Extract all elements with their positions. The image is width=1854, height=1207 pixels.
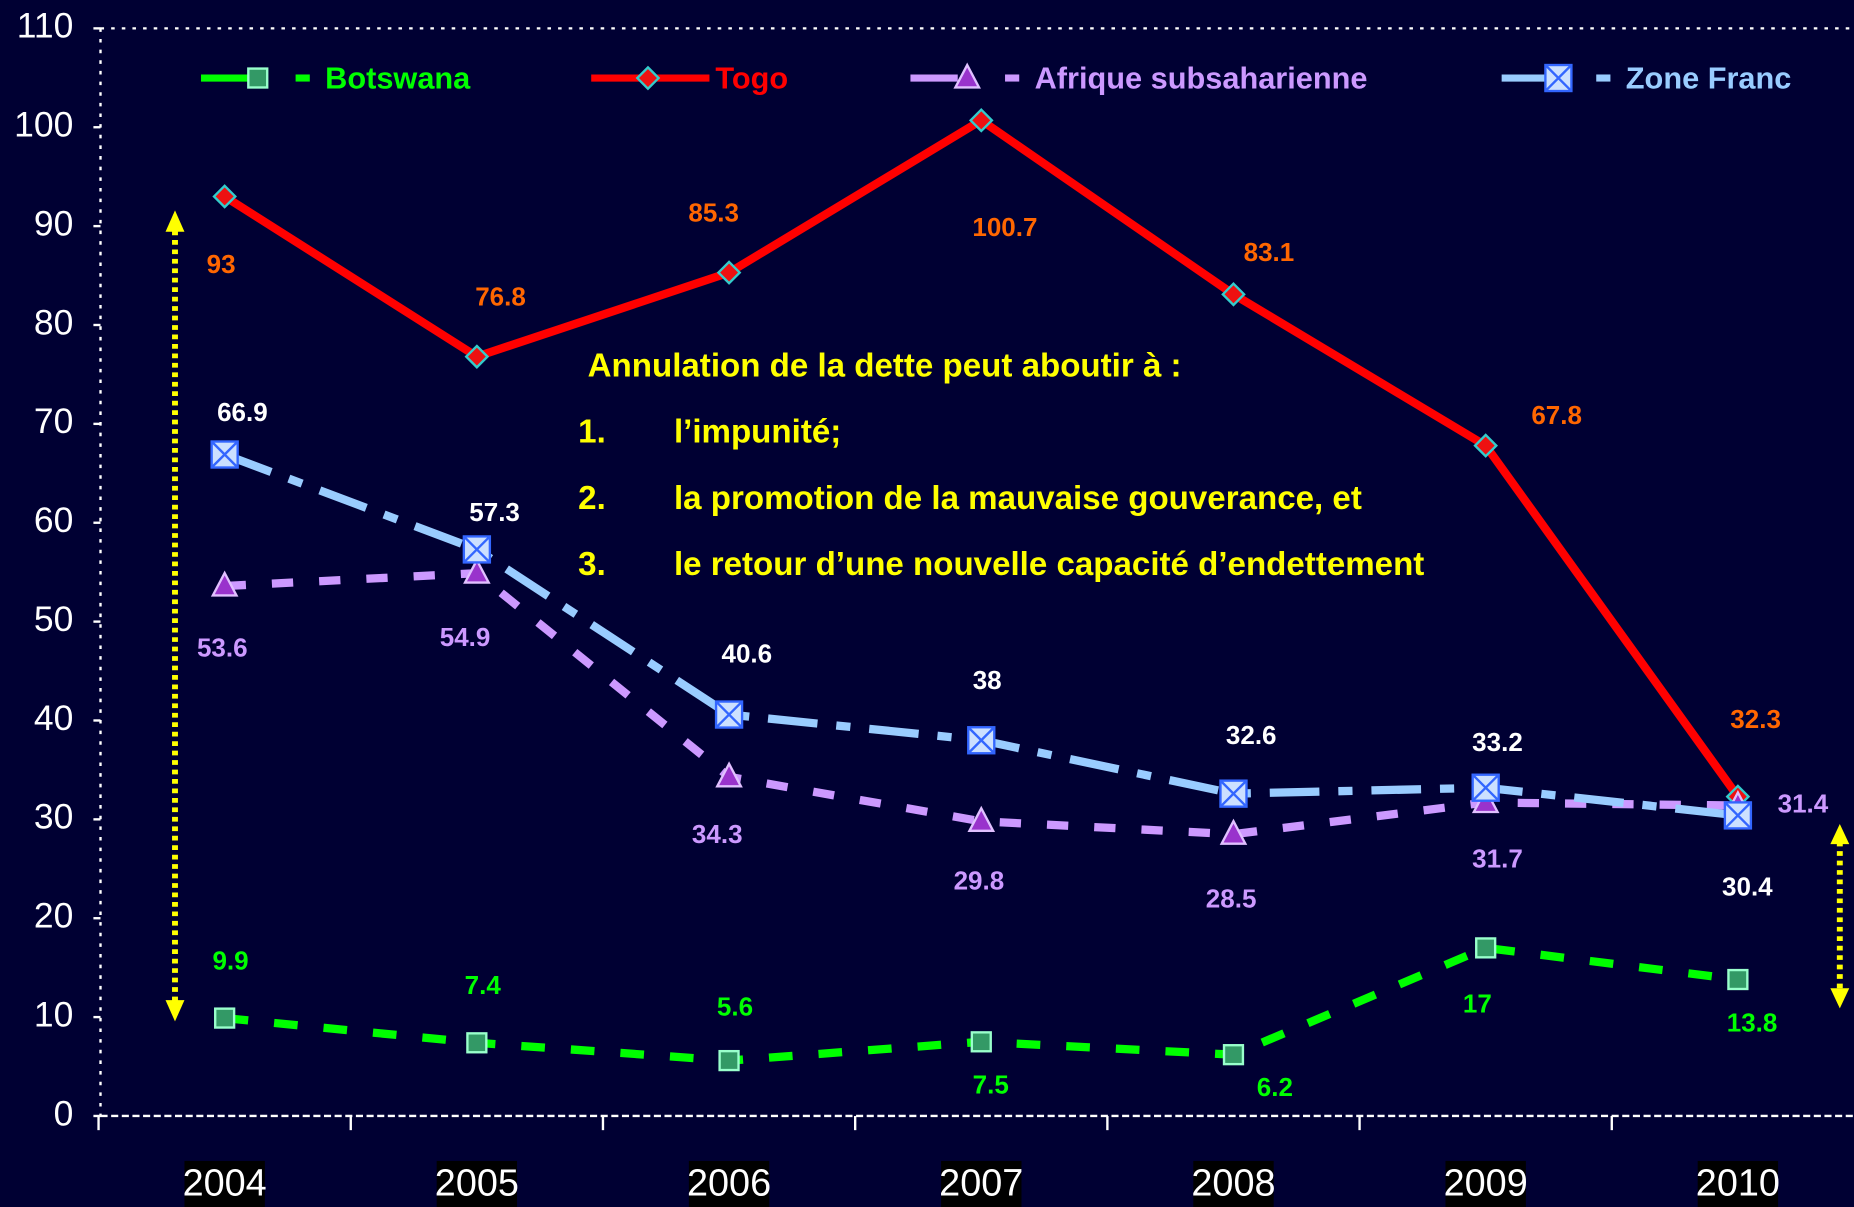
- data-label: 83.1: [1244, 237, 1295, 267]
- legend-label: Zone Franc: [1626, 61, 1792, 96]
- data-label: 31.4: [1778, 788, 1829, 818]
- x-tick-label: 2009: [1444, 1163, 1528, 1205]
- x-tick-label: 2008: [1191, 1163, 1275, 1205]
- annotation-item: le retour d’une nouvelle capacité d’ende…: [674, 546, 1424, 583]
- annotation-number: 1.: [578, 414, 606, 451]
- marker: [467, 1033, 486, 1052]
- annotation-item: la promotion de la mauvaise gouverance, …: [674, 480, 1362, 517]
- x-tick-label: 2006: [687, 1163, 771, 1205]
- marker: [1476, 938, 1495, 957]
- legend-item: Zone Franc: [1502, 61, 1792, 96]
- data-label: 67.8: [1531, 400, 1582, 430]
- data-label: 33.2: [1472, 727, 1523, 757]
- data-label: 13.8: [1727, 1007, 1778, 1037]
- data-label: 85.3: [688, 198, 739, 228]
- data-label: 5.6: [717, 991, 753, 1021]
- data-label: 28.5: [1206, 883, 1257, 913]
- y-tick-label: 80: [34, 302, 73, 342]
- data-label: 34.3: [692, 819, 743, 849]
- marker: [720, 1051, 739, 1070]
- y-tick-label: 40: [34, 698, 73, 738]
- annotation-number: 3.: [578, 546, 606, 583]
- data-label: 17: [1463, 989, 1492, 1019]
- data-label: 7.4: [465, 970, 502, 1000]
- x-tick-label: 2007: [939, 1163, 1023, 1205]
- x-tick-label: 2004: [183, 1163, 267, 1205]
- y-tick-label: 60: [34, 500, 73, 540]
- marker: [215, 1009, 234, 1028]
- y-tick-label: 100: [14, 105, 73, 145]
- data-label: 38: [973, 665, 1002, 695]
- data-label: 32.3: [1730, 704, 1781, 734]
- marker: [1728, 970, 1747, 989]
- legend-label: Afrique subsaharienne: [1035, 61, 1368, 96]
- data-label: 40.6: [721, 638, 772, 668]
- data-label: 53.6: [197, 633, 248, 663]
- data-label: 66.9: [217, 397, 268, 427]
- y-tick-label: 110: [17, 6, 74, 46]
- data-label: 93: [207, 249, 236, 279]
- data-label: 100.7: [972, 212, 1037, 242]
- y-tick-label: 10: [34, 994, 73, 1034]
- data-label: 54.9: [440, 622, 491, 652]
- data-label: 29.8: [954, 866, 1005, 896]
- y-tick-label: 70: [34, 401, 73, 441]
- chart: Annulation de la dette peut aboutir à : …: [0, 0, 1854, 1207]
- y-tick-label: 90: [34, 203, 73, 243]
- data-label: 9.9: [212, 945, 248, 975]
- legend-label: Botswana: [325, 61, 471, 96]
- annotation-title: Annulation de la dette peut aboutir à :: [588, 347, 1182, 384]
- data-label: 32.6: [1226, 720, 1277, 750]
- annotation-item: l’impunité;: [674, 414, 841, 451]
- x-tick-label: 2005: [435, 1163, 519, 1205]
- legend-label: Togo: [715, 61, 788, 96]
- data-label: 7.5: [973, 1070, 1009, 1100]
- marker: [248, 69, 267, 88]
- data-label: 6.2: [1257, 1072, 1293, 1102]
- y-tick-label: 0: [54, 1093, 74, 1133]
- data-label: 30.4: [1722, 872, 1773, 902]
- data-label: 57.3: [469, 497, 520, 527]
- data-label: 76.8: [475, 282, 526, 312]
- y-tick-label: 20: [34, 896, 73, 936]
- data-label: 31.7: [1472, 843, 1523, 873]
- x-tick-label: 2010: [1696, 1163, 1780, 1205]
- y-tick-label: 50: [34, 599, 73, 639]
- marker: [972, 1032, 991, 1051]
- marker: [1224, 1045, 1243, 1064]
- y-tick-label: 30: [34, 797, 73, 837]
- annotation-number: 2.: [578, 480, 606, 517]
